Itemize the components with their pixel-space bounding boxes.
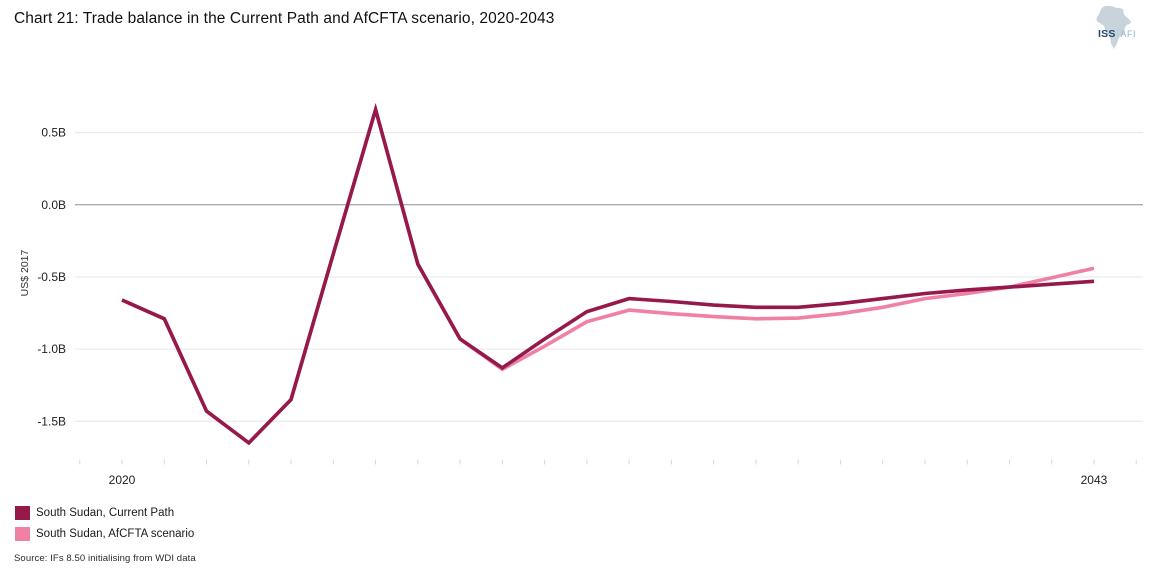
legend-swatch-afcfta (15, 526, 30, 541)
svg-text:-0.5B: -0.5B (37, 270, 66, 284)
gridlines (75, 132, 1143, 422)
logo-iss: ISS (1098, 28, 1116, 40)
africa-map-icon (1096, 5, 1131, 50)
x-axis-tick-labels: 2020 2043 (109, 473, 1108, 487)
iss-afi-logo: ISS|AFI (1091, 5, 1137, 51)
data-series-lines (121, 102, 1095, 446)
svg-text:-1.5B: -1.5B (37, 414, 66, 428)
svg-text:2043: 2043 (1081, 473, 1108, 487)
svg-text:-1.0B: -1.0B (37, 342, 66, 356)
legend-swatch-current-path (15, 505, 30, 520)
legend-label-current-path: South Sudan, Current Path (36, 506, 175, 519)
trade-balance-line-chart: 0.5B 0.0B -0.5B -1.0B -1.5B 2020 2043 US$ 201… (19, 102, 1143, 487)
legend: South Sudan, Current Path South Sudan, A… (15, 502, 194, 544)
logo-afi: AFI (1120, 29, 1136, 39)
svg-text:0.5B: 0.5B (41, 126, 66, 140)
svg-text:2020: 2020 (109, 473, 136, 487)
svg-text:0.0B: 0.0B (41, 198, 66, 212)
chart-title: Chart 21: Trade balance in the Current P… (14, 10, 555, 27)
legend-item-current-path: South Sudan, Current Path (15, 502, 194, 523)
legend-item-afcfta: South Sudan, AfCFTA scenario (15, 523, 194, 544)
logo-text: ISS|AFI (1098, 28, 1136, 40)
x-axis-minor-ticks (79, 459, 1137, 465)
legend-label-afcfta: South Sudan, AfCFTA scenario (36, 527, 195, 540)
source-note: Source: IFs 8.50 initialising from WDI d… (14, 553, 196, 564)
y-axis-tick-labels: 0.5B 0.0B -0.5B -1.0B -1.5B (37, 126, 66, 429)
logo-divider: | (1116, 28, 1120, 40)
y-axis-title: US$ 2017 (19, 249, 31, 296)
